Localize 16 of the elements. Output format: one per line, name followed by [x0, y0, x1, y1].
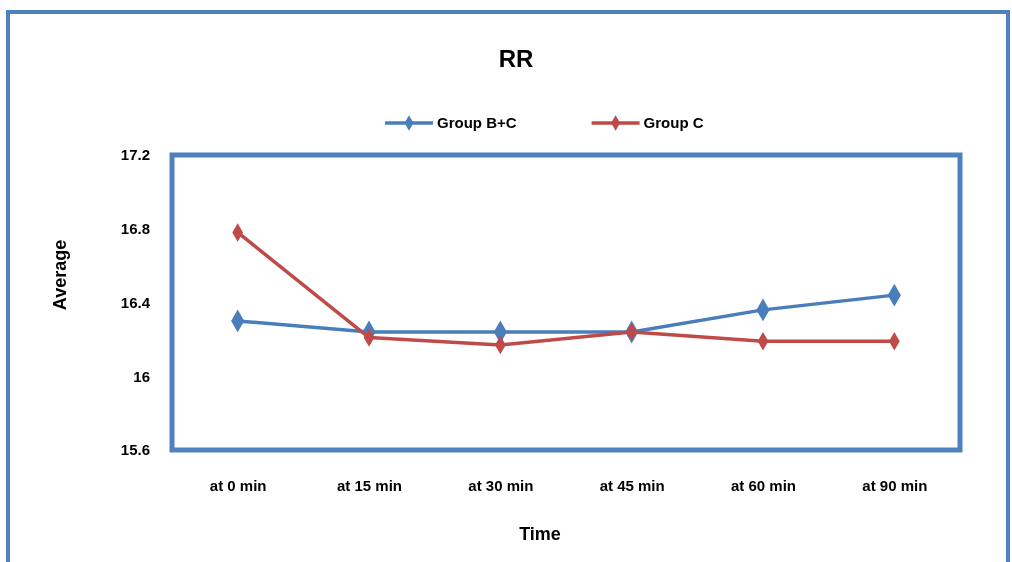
y-tick-label: 15.6 [120, 441, 150, 459]
x-tick-label: at 30 min [468, 476, 534, 494]
x-tick-label: at 0 min [209, 476, 267, 494]
x-axis-title: Time [519, 524, 561, 544]
y-tick-label: 17.2 [120, 146, 150, 164]
legend-label: Group C [643, 114, 704, 131]
y-tick-label: 16.4 [120, 293, 151, 311]
x-tick-label: at 60 min [730, 476, 797, 494]
x-tick-label: at 90 min [862, 476, 928, 494]
chart-title: RR [498, 45, 534, 72]
y-tick-label: 16.8 [120, 220, 150, 238]
legend-label: Group B+C [437, 114, 517, 131]
x-tick-label: at 45 min [599, 476, 665, 494]
y-axis-title: Average [50, 239, 70, 311]
y-tick-label: 16 [133, 367, 150, 385]
x-tick-label: at 15 min [336, 476, 403, 494]
